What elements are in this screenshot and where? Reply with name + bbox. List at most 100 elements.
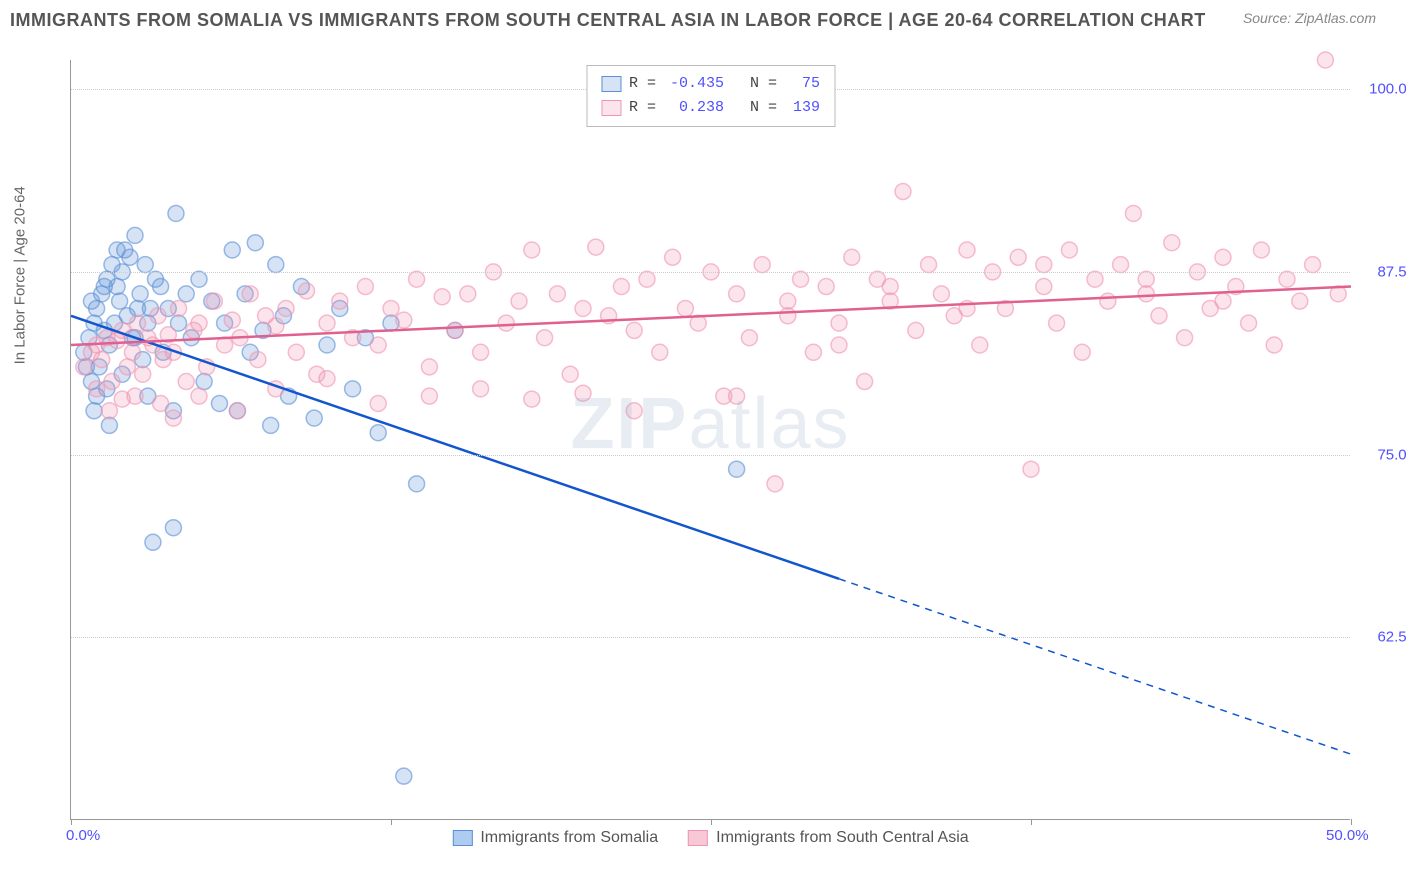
data-point — [104, 374, 120, 390]
legend-n-label: N = — [732, 72, 777, 96]
data-point — [1317, 52, 1333, 68]
data-point — [196, 374, 212, 390]
legend-label: Immigrants from Somalia — [480, 829, 658, 847]
data-point — [150, 308, 166, 324]
data-point — [370, 337, 386, 353]
data-point — [921, 257, 937, 273]
data-point — [588, 239, 604, 255]
legend-r-label: R = — [629, 72, 656, 96]
data-point — [101, 417, 117, 433]
gridline — [71, 272, 1350, 273]
data-point — [370, 425, 386, 441]
data-point — [767, 476, 783, 492]
trend-line — [71, 316, 839, 579]
title-bar: IMMIGRANTS FROM SOMALIA VS IMMIGRANTS FR… — [0, 0, 1406, 31]
data-point — [639, 271, 655, 287]
data-point — [263, 417, 279, 433]
legend-n-value: 75 — [785, 72, 820, 96]
gridline — [71, 637, 1350, 638]
data-point — [109, 242, 125, 258]
legend-r-label: R = — [629, 96, 656, 120]
data-point — [460, 286, 476, 302]
data-point — [729, 286, 745, 302]
data-point — [247, 235, 263, 251]
data-point — [250, 352, 266, 368]
data-point — [224, 312, 240, 328]
data-point — [1241, 315, 1257, 331]
data-point — [537, 330, 553, 346]
data-point — [1138, 286, 1154, 302]
data-point — [306, 410, 322, 426]
ytick-label: 87.5% — [1360, 263, 1406, 280]
data-point — [1074, 344, 1090, 360]
data-point — [665, 249, 681, 265]
legend-label: Immigrants from South Central Asia — [716, 829, 969, 847]
series-legend: Immigrants from Somalia Immigrants from S… — [452, 829, 968, 847]
data-point — [86, 403, 102, 419]
data-point — [119, 359, 135, 375]
data-point — [268, 257, 284, 273]
data-point — [396, 312, 412, 328]
data-point — [206, 293, 222, 309]
xtick-label: 0.0% — [66, 827, 100, 844]
data-point — [575, 385, 591, 401]
data-point — [132, 286, 148, 302]
xtick-mark — [1351, 819, 1352, 825]
y-axis-label: In Labor Force | Age 20-64 — [12, 186, 29, 364]
ytick-label: 62.5% — [1360, 629, 1406, 646]
data-point — [972, 337, 988, 353]
xtick-mark — [71, 819, 72, 825]
data-point — [549, 286, 565, 302]
data-point — [229, 403, 245, 419]
data-point — [319, 371, 335, 387]
legend-row: R = 0.238 N = 139 — [601, 96, 820, 120]
xtick-mark — [711, 819, 712, 825]
ytick-label: 100.0% — [1360, 81, 1406, 98]
data-point — [780, 293, 796, 309]
data-point — [1215, 293, 1231, 309]
data-point — [741, 330, 757, 346]
data-point — [1151, 308, 1167, 324]
data-point — [1177, 330, 1193, 346]
data-point — [729, 461, 745, 477]
xtick-mark — [1031, 819, 1032, 825]
data-point — [124, 344, 140, 360]
data-point — [127, 227, 143, 243]
data-point — [178, 374, 194, 390]
data-point — [165, 520, 181, 536]
data-point — [421, 388, 437, 404]
correlation-legend: R = -0.435 N = 75R = 0.238 N = 139 — [586, 65, 835, 127]
legend-r-value: 0.238 — [664, 96, 724, 120]
data-point — [1164, 235, 1180, 251]
data-point — [114, 391, 130, 407]
data-point — [613, 279, 629, 295]
data-point — [319, 337, 335, 353]
data-point — [1279, 271, 1295, 287]
data-point — [191, 315, 207, 331]
data-point — [421, 359, 437, 375]
gridline — [71, 455, 1350, 456]
data-point — [857, 374, 873, 390]
xtick-mark — [391, 819, 392, 825]
data-point — [1061, 242, 1077, 258]
ytick-label: 75.0% — [1360, 446, 1406, 463]
data-point — [831, 337, 847, 353]
data-point — [89, 381, 105, 397]
data-point — [288, 344, 304, 360]
data-point — [933, 286, 949, 302]
data-point — [562, 366, 578, 382]
xtick-label: 50.0% — [1326, 827, 1369, 844]
data-point — [332, 293, 348, 309]
data-point — [268, 318, 284, 334]
data-point — [178, 286, 194, 302]
data-point — [1138, 271, 1154, 287]
data-point — [319, 315, 335, 331]
data-point — [626, 403, 642, 419]
data-point — [191, 271, 207, 287]
data-point — [882, 279, 898, 295]
data-point — [1253, 242, 1269, 258]
data-point — [1125, 205, 1141, 221]
data-point — [345, 381, 361, 397]
data-point — [818, 279, 834, 295]
data-point — [1049, 315, 1065, 331]
